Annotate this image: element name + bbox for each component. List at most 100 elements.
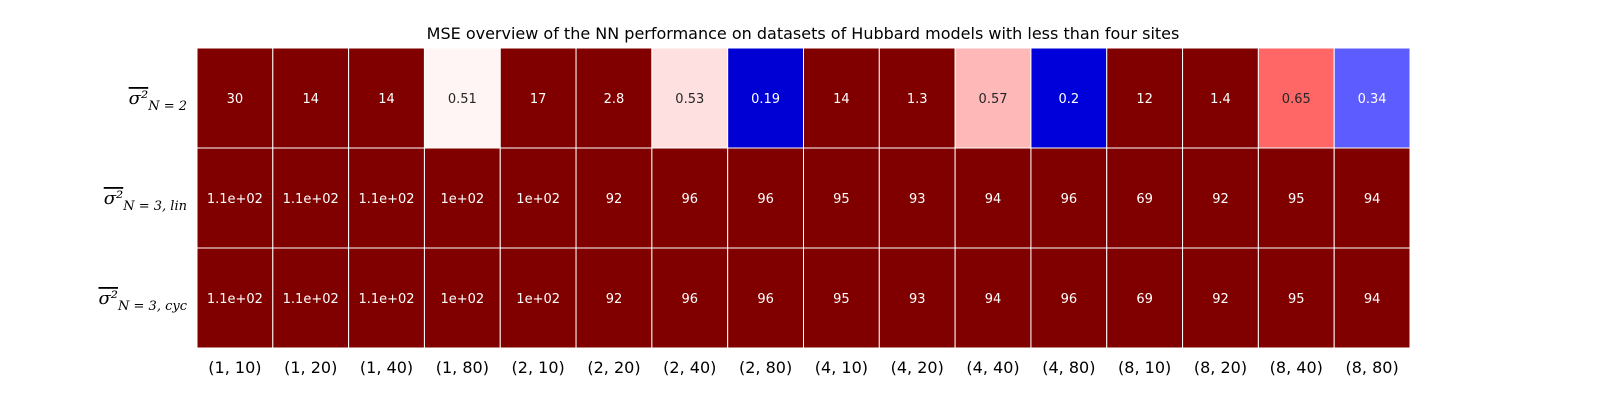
cell-value-label: 69: [1136, 292, 1153, 307]
cell-value-label: 94: [1364, 192, 1381, 207]
cell-value-label: 95: [833, 192, 850, 207]
heatmap-cell: [954, 247, 1032, 349]
cell-value-label: 96: [682, 192, 699, 207]
cell-value-label: 17: [530, 92, 547, 107]
cell-value-label: 1.1e+02: [283, 192, 339, 207]
cell-value-label: 95: [833, 292, 850, 307]
cell-value-label: 2.8: [604, 92, 625, 107]
cell-value-label: 14: [833, 92, 850, 107]
heatmap-cell: [499, 47, 577, 149]
heatmap-cell: [348, 247, 425, 349]
x-tick-label: (4, 10): [815, 358, 868, 377]
cell-value-label: 14: [378, 92, 395, 107]
heatmap-cell: [1257, 47, 1335, 149]
heatmap-cell: [878, 47, 956, 149]
x-tick-label: (2, 40): [663, 358, 716, 377]
heatmap-cell: [423, 47, 501, 149]
cell-value-label: 95: [1288, 192, 1305, 207]
x-tick-label: (2, 80): [739, 358, 792, 377]
heatmap-cell: [803, 147, 880, 249]
cell-value-label: 1.1e+02: [358, 192, 414, 207]
heatmap-cell: [499, 147, 577, 249]
heatmap-cell: [878, 247, 956, 349]
heatmap-cell: [196, 47, 274, 149]
heatmap-cell: [575, 147, 653, 249]
heatmap-cell: [423, 247, 501, 349]
heatmap-cell: [1182, 247, 1259, 349]
x-tick-label: (1, 80): [436, 358, 489, 377]
chart-title: MSE overview of the NN performance on da…: [427, 24, 1180, 43]
heatmap-cell: [954, 147, 1032, 249]
heatmap-cell: [348, 147, 425, 249]
cell-value-label: 1e+02: [440, 192, 484, 207]
x-tick-label: (4, 20): [891, 358, 944, 377]
x-tick-label: (8, 80): [1345, 358, 1398, 377]
heatmap-cell: [1106, 47, 1184, 149]
heatmap-cell: [1257, 147, 1335, 249]
x-tick-label: (2, 20): [587, 358, 640, 377]
cell-value-label: 0.57: [979, 92, 1008, 107]
y-tick-label: σ²N = 3, lin: [104, 188, 187, 214]
cell-value-label: 1.4: [1210, 92, 1231, 107]
cell-value-label: 30: [227, 92, 244, 107]
x-axis-ticks: (1, 10) (1, 20) (1, 40) (1, 80) (2, 10) (2, 2…: [208, 358, 1398, 377]
heatmap-cell: [423, 147, 501, 249]
heatmap-cell: [1333, 247, 1411, 349]
cell-value-label: 14: [302, 92, 319, 107]
cell-value-label: 96: [757, 192, 774, 207]
heatmap-cell: [575, 47, 653, 149]
cell-value-label: 1e+02: [516, 192, 560, 207]
cell-value-label: 92: [1212, 292, 1229, 307]
cell-value-label: 94: [985, 192, 1002, 207]
heatmap-cell: [651, 147, 729, 249]
cell-value-label: 1.1e+02: [283, 292, 339, 307]
cell-value-label: 69: [1136, 192, 1153, 207]
x-tick-label: (1, 10): [208, 358, 261, 377]
cell-value-label: 0.51: [448, 92, 477, 107]
x-tick-label: (4, 80): [1042, 358, 1095, 377]
cell-value-label: 1.1e+02: [207, 192, 263, 207]
heatmap-cell: [1106, 147, 1184, 249]
cell-value-label: 94: [985, 292, 1002, 307]
cell-value-label: 93: [909, 192, 926, 207]
cell-value-label: 96: [1061, 292, 1078, 307]
cell-value-label: 0.19: [751, 92, 780, 107]
cell-value-label: 1.1e+02: [358, 292, 414, 307]
y-tick-label: σ²N = 3, cyc: [99, 288, 188, 314]
x-tick-label: (4, 40): [966, 358, 1019, 377]
cell-value-label: 1e+02: [440, 292, 484, 307]
heatmap-cell: [196, 147, 274, 249]
heatmap-cell: [727, 47, 804, 149]
heatmap-cell: [348, 47, 425, 149]
cell-value-label: 1.3: [907, 92, 928, 107]
cell-value-label: 96: [1061, 192, 1078, 207]
heatmap-cell: [1030, 47, 1108, 149]
cell-value-label: 94: [1364, 292, 1381, 307]
cell-value-label: 96: [757, 292, 774, 307]
heatmap-cell: [1030, 147, 1108, 249]
cell-value-label: 0.34: [1358, 92, 1387, 107]
x-tick-label: (1, 20): [284, 358, 337, 377]
cell-value-label: 93: [909, 292, 926, 307]
cell-value-label: 0.2: [1058, 92, 1079, 107]
heatmap-cells: 30 14 14 0.51 17 2.8 0.53 0.19 14 1.3 0.57 0.2 12 1.4…: [196, 47, 1411, 349]
x-tick-label: (8, 20): [1194, 358, 1247, 377]
y-tick-label: σ²N = 2: [129, 88, 187, 114]
heatmap-cell: [1257, 247, 1335, 349]
cell-value-label: 1.1e+02: [207, 292, 263, 307]
heatmap-cell: [272, 147, 350, 249]
x-tick-label: (8, 40): [1270, 358, 1323, 377]
heatmap-cell: [499, 247, 577, 349]
cell-value-label: 92: [606, 192, 623, 207]
cell-value-label: 0.53: [675, 92, 704, 107]
heatmap-cell: [1182, 47, 1259, 149]
cell-value-label: 92: [1212, 192, 1229, 207]
cell-value-label: 92: [606, 292, 623, 307]
cell-value-label: 0.65: [1282, 92, 1311, 107]
heatmap-cell: [651, 247, 729, 349]
heatmap-cell: [727, 247, 804, 349]
heatmap-cell: [272, 47, 350, 149]
heatmap-cell: [575, 247, 653, 349]
heatmap-cell: [1106, 247, 1184, 349]
